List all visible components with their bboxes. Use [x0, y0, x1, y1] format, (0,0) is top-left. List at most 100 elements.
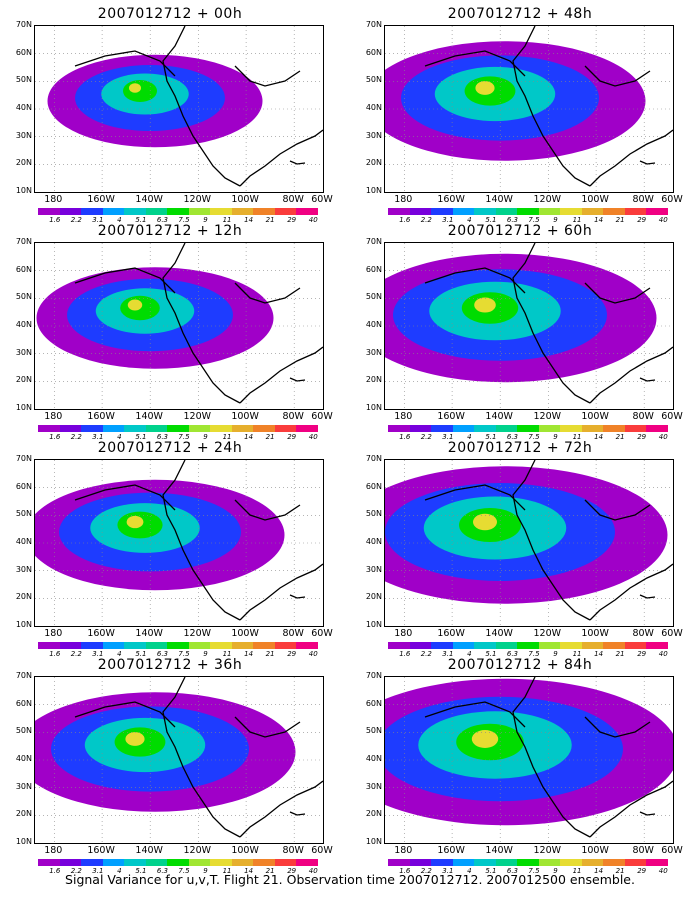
colorbar-level-label: 6.3 — [506, 433, 519, 441]
colorbar-swatch — [296, 425, 318, 432]
colorbar-swatch — [538, 642, 561, 649]
colorbar-level-label: 21 — [615, 216, 625, 224]
map-panel: 2007012712 + 00h 70N 60N 50N 40N 30N 20N 10N 180… — [0, 5, 340, 224]
colorbar-level-label: 1.6 — [49, 433, 61, 441]
variance-contour — [123, 80, 157, 102]
coastline — [289, 377, 306, 382]
colorbar — [388, 859, 668, 866]
colorbar-level-label: 7.5 — [528, 216, 540, 224]
colorbar-swatch — [253, 425, 275, 432]
coastline — [639, 377, 656, 382]
panel-title: 2007012712 + 84h — [447, 657, 593, 673]
colorbar-swatch — [188, 859, 211, 866]
colorbar-swatch — [59, 208, 82, 215]
latitude-tick-label: 30N — [15, 781, 32, 791]
colorbar-level-label: 14 — [594, 216, 604, 224]
colorbar-swatch — [603, 859, 625, 866]
longitude-tick-label: 180 — [44, 845, 63, 856]
latitude-tick-label: 10N — [365, 837, 382, 846]
colorbar-swatch — [624, 208, 647, 215]
coastline — [234, 65, 301, 87]
longitude-tick-label: 120W — [183, 628, 212, 639]
colorbar-level-label: 40 — [308, 867, 318, 875]
colorbar-level-label: 14 — [594, 650, 604, 658]
coastline — [234, 499, 301, 521]
colorbar-level-label: 14 — [594, 867, 604, 875]
colorbar-level-label: 1.6 — [399, 433, 411, 441]
colorbar-swatch — [431, 425, 453, 432]
colorbar-swatch — [409, 208, 432, 215]
colorbar-level-label: 4 — [117, 650, 122, 658]
longitude-tick-label: 60W — [311, 628, 333, 639]
coastline — [74, 50, 176, 77]
longitude-tick-label: 60W — [661, 845, 683, 856]
colorbar-swatch — [253, 859, 275, 866]
colorbar-level-label: 6.3 — [156, 216, 169, 224]
colorbar-level-label: 2.2 — [420, 867, 432, 875]
colorbar-swatch — [231, 859, 254, 866]
colorbar-level-label: 29 — [287, 433, 297, 441]
longitude-tick-label: 100W — [231, 628, 259, 639]
contour-map — [34, 459, 324, 627]
colorbar-swatch — [603, 425, 625, 432]
colorbar-swatch — [38, 208, 60, 215]
latitude-tick-label: 10N — [15, 186, 32, 195]
colorbar-swatch — [81, 642, 103, 649]
longitude-tick-label: 140W — [135, 628, 163, 639]
contour-map — [34, 242, 324, 410]
colorbar-level-label: 40 — [658, 867, 668, 875]
colorbar-level-label: 1.6 — [49, 216, 61, 224]
longitude-tick-label: 80W — [632, 411, 654, 422]
colorbar-swatch — [167, 425, 189, 432]
colorbar-level-label: 21 — [265, 216, 275, 224]
latitude-tick-label: 70N — [365, 671, 382, 680]
colorbar-level-label: 29 — [637, 433, 647, 441]
contour-map — [384, 242, 674, 410]
latitude-tick-label: 10N — [365, 186, 382, 195]
colorbar-swatch — [646, 642, 668, 649]
colorbar-level-label: 14 — [244, 867, 254, 875]
colorbar-level-label: 3.1 — [442, 867, 454, 875]
latitude-tick-label: 40N — [365, 103, 382, 112]
colorbar — [38, 642, 318, 649]
colorbar-level-label: 3.1 — [92, 867, 104, 875]
longitude-tick-label: 80W — [282, 628, 304, 639]
variance-contour — [127, 299, 143, 311]
colorbar-swatch — [474, 425, 496, 432]
colorbar-level-label: 11 — [222, 433, 232, 441]
contour-map — [34, 676, 324, 844]
longitude-tick-label: 80W — [282, 411, 304, 422]
colorbar-level-label: 11 — [572, 867, 582, 875]
contour-map — [384, 676, 674, 844]
longitude-tick-label: 60W — [311, 411, 333, 422]
latitude-tick-label: 60N — [365, 698, 382, 708]
colorbar-swatch — [59, 642, 82, 649]
variance-contour — [471, 730, 499, 748]
latitude-tick-label: 40N — [15, 537, 32, 546]
panel-title: 2007012712 + 36h — [97, 657, 243, 673]
latitude-tick-label: 60N — [15, 264, 32, 274]
latitude-tick-label: 20N — [365, 592, 382, 602]
colorbar-level-label: 5.1 — [135, 650, 147, 658]
colorbar-level-label: 4 — [117, 867, 122, 875]
colorbar-swatch — [517, 859, 539, 866]
colorbar-swatch — [452, 642, 475, 649]
coastline — [512, 677, 591, 838]
colorbar-level-label: 3.1 — [442, 433, 454, 441]
longitude-tick-label: 160W — [437, 194, 465, 205]
panel-title: 2007012712 + 12h — [97, 223, 243, 239]
longitude-tick-label: 60W — [661, 194, 683, 205]
latitude-tick-label: 70N — [365, 20, 382, 29]
colorbar-labels: 1.6 2.2 3.1 4 5.1 6.3 7.5 9 11 14 21 29 40 — [38, 650, 318, 659]
colorbar-swatch — [274, 642, 297, 649]
colorbar-level-label: 5.1 — [135, 867, 147, 875]
coastline — [584, 65, 651, 87]
coastline — [584, 282, 651, 304]
longitude-tick-label: 100W — [581, 194, 609, 205]
colorbar-level-label: 9 — [203, 433, 208, 441]
colorbar-level-label: 21 — [265, 867, 275, 875]
coastline — [424, 484, 526, 511]
longitude-tick-label: 140W — [485, 194, 513, 205]
colorbar-labels: 1.6 2.2 3.1 4 5.1 6.3 7.5 9 11 14 21 29 40 — [388, 216, 668, 225]
longitude-tick-label: 160W — [87, 411, 115, 422]
